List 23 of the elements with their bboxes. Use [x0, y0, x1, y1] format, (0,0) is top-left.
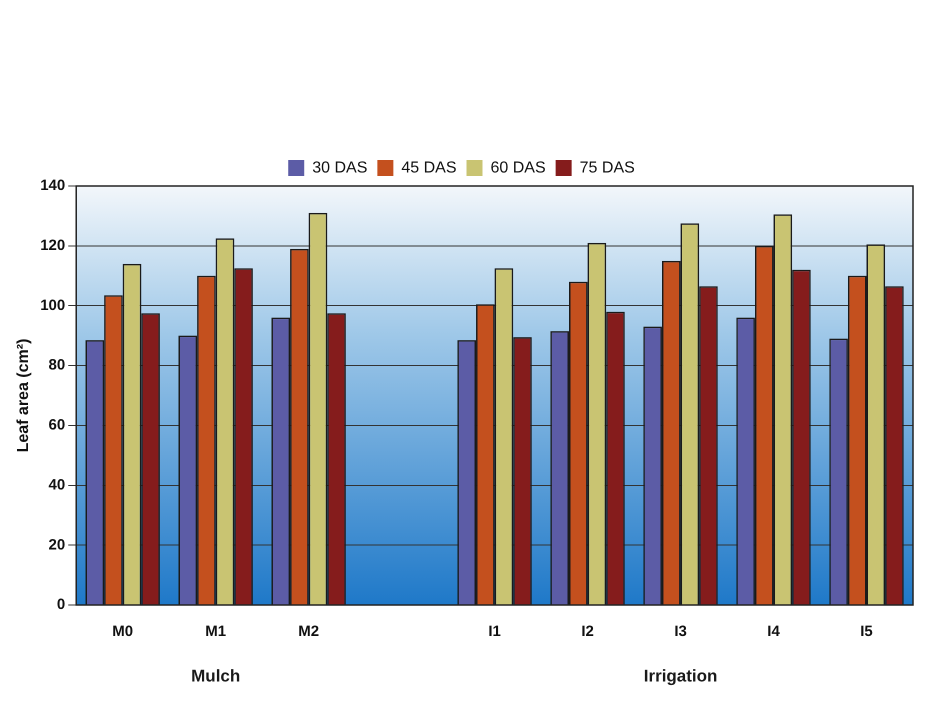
y-tick-label: 140: [40, 177, 66, 194]
y-tick-label: 20: [48, 536, 66, 554]
x-tick-label: I5: [860, 623, 873, 640]
x-tick-label: M0: [112, 623, 134, 640]
y-tick-label: 40: [48, 476, 66, 494]
y-tick-label: 100: [40, 296, 66, 314]
legend-label: 60 DAS: [490, 159, 546, 176]
legend-label: 45 DAS: [401, 159, 456, 176]
y-tick-label: 80: [48, 356, 66, 374]
x-tick-label: M1: [205, 623, 226, 640]
y-tick-label: 0: [56, 596, 66, 614]
x-tick-label: I3: [674, 623, 687, 640]
x-tick-label: M2: [298, 623, 320, 640]
y-tick-label: 120: [40, 237, 66, 254]
y-axis-title: Leaf area (cm²): [15, 338, 32, 452]
legend-label: 30 DAS: [312, 159, 368, 176]
y-tick-label: 60: [48, 416, 66, 434]
x-tick-label: I1: [488, 623, 501, 640]
text: Irrigation: [644, 666, 718, 686]
x-tick-label: I4: [767, 623, 780, 640]
legend-label: 75 DAS: [580, 159, 635, 176]
x-tick-label: I2: [581, 623, 594, 640]
text: Mulch: [191, 666, 240, 686]
